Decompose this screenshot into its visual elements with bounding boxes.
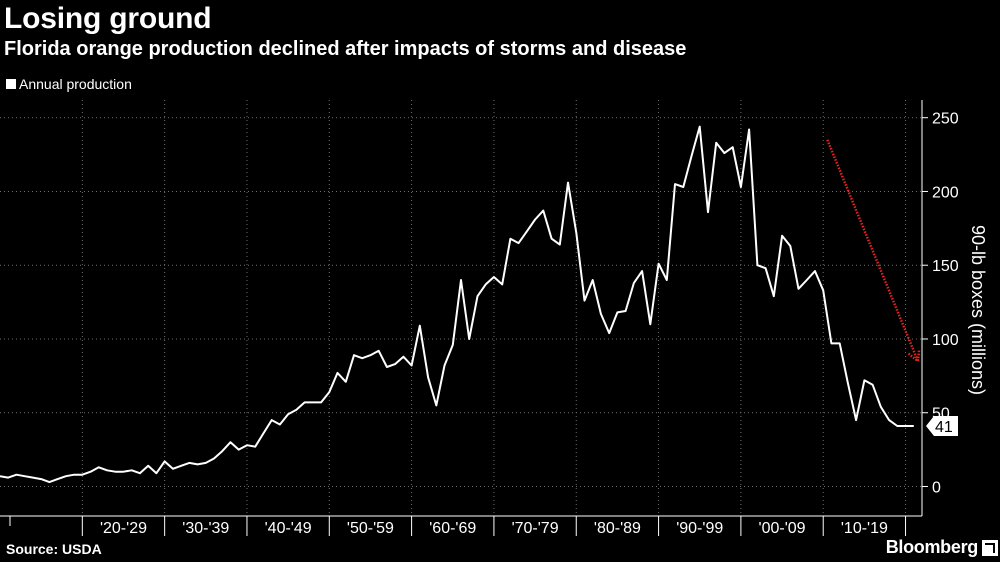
legend: Annual production	[6, 76, 132, 92]
x-tick-label: '10-'19	[841, 520, 888, 537]
chart-subtitle: Florida orange production declined after…	[4, 38, 687, 60]
y-tick-label: 200	[932, 184, 959, 201]
y-axis-label: 90-lb boxes (millions)	[968, 225, 988, 395]
last-value-tag	[926, 416, 958, 437]
y-tick-label: 250	[932, 111, 959, 128]
y-tick-label: 100	[932, 332, 959, 349]
series-layer: 41	[0, 125, 958, 484]
series-line-annual-production	[0, 125, 914, 484]
x-tick-label: '60-'69	[429, 520, 476, 537]
x-tick-label: '20-'29	[100, 520, 147, 537]
y-axis-label-wrap: 90-lb boxes (millions)	[968, 225, 988, 395]
bloomberg-logo-icon	[982, 540, 998, 556]
x-axis: '20-'29 '30-'39 '40-'49 '50-'59 '60-'69 '70-'…	[0, 100, 923, 537]
source-note: Source: USDA	[6, 541, 102, 557]
x-tick-label: '70-'79	[512, 520, 559, 537]
x-tick-label: '50-'59	[347, 520, 394, 537]
y-tick-label: 150	[932, 258, 959, 275]
trend-arrow-head	[907, 349, 921, 364]
x-tick-label: '80-'89	[594, 520, 641, 537]
legend-label: Annual production	[19, 76, 132, 92]
last-value-label: 41	[935, 419, 953, 436]
x-tick-label: '40-'49	[265, 520, 312, 537]
gridlines	[0, 100, 922, 516]
chart-title: Losing ground	[4, 2, 212, 35]
x-tick-label: '00-'09	[759, 520, 806, 537]
x-tick-label: '90-'99	[676, 520, 723, 537]
brand-name: Bloomberg	[885, 537, 979, 557]
annotation-layer	[826, 139, 921, 364]
x-tick-label: '30-'39	[182, 520, 229, 537]
trend-arrow-line	[826, 139, 920, 362]
y-tick-label: 0	[932, 479, 941, 496]
legend-swatch	[6, 79, 16, 89]
